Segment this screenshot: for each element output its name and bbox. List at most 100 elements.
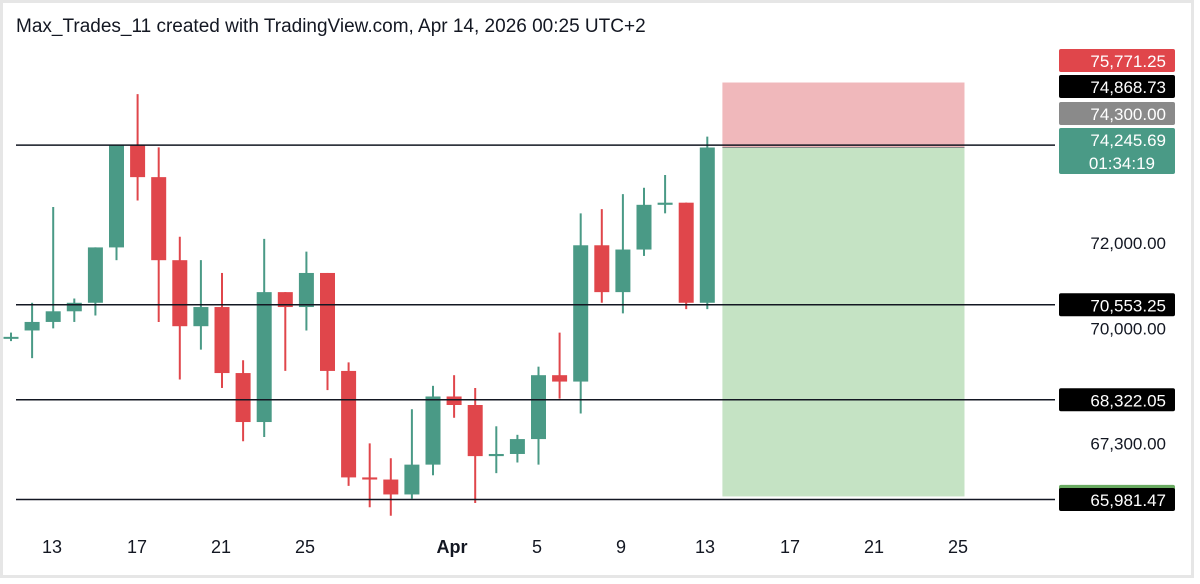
countdown-text: 01:34:19 [1089,154,1155,173]
candle [467,387,483,503]
candle [256,238,272,437]
x-tick-label: 17 [127,537,147,557]
price-label-text: 74,300.00 [1090,105,1166,124]
candle-body [341,370,357,478]
price-label: 68,322.05 [1059,388,1175,412]
position-zones [722,82,965,497]
price-label: 75,771.25 [1059,49,1175,72]
candle [151,147,167,322]
candle-body [383,479,399,495]
take-profit-zone [722,147,965,497]
candle-body [594,245,610,293]
candle [636,187,652,256]
price-label-box [1059,388,1175,412]
x-tick-label: Apr [437,537,468,557]
y-tick-label: 72,000.00 [1090,234,1166,253]
candle-body [66,302,82,312]
candle-body [24,321,40,331]
candle [594,209,610,303]
candle [298,251,314,331]
candle [488,426,504,474]
y-axis-tick-labels: 72,000.00 70,000.00 67,300.00 [1090,234,1166,453]
candle [172,236,188,380]
candle [214,272,230,388]
candle [699,136,715,310]
candles [3,94,715,516]
candle [66,298,82,322]
x-tick-label: 17 [780,537,800,557]
stop-loss-zone [722,82,965,148]
price-label-box [1059,75,1175,98]
price-label: 74,300.00 [1059,102,1175,125]
candle-body [467,405,483,457]
candle-body [298,272,314,308]
candle [109,145,124,261]
candle-body [130,145,146,178]
candle-body [214,307,230,374]
candle [657,175,673,214]
candle-body [172,260,188,327]
candle-body [277,292,293,308]
candle-body [193,307,209,327]
candle-body [320,272,335,371]
candle [552,332,568,399]
candle-body [446,396,462,405]
candle-body [678,202,694,303]
candle-body [573,245,589,382]
x-tick-label: 13 [42,537,62,557]
candle-body [3,336,19,339]
candle [573,213,589,414]
y-tick-label: 67,300.00 [1090,434,1166,453]
candle-body [235,373,251,423]
candle [235,360,251,442]
price-label-box [1059,49,1175,72]
x-tick-label: 25 [295,537,315,557]
price-label-box [1059,293,1175,317]
candle-body [699,147,715,303]
price-label: 74,245.69 01:34:19 [1059,128,1175,174]
candle-body [109,145,124,248]
price-label-text: 74,245.69 [1090,131,1166,150]
candle-body [509,439,525,454]
price-label-box [1059,128,1175,174]
candle-body [657,202,673,205]
x-tick-label: 21 [864,537,884,557]
price-label-box [1059,102,1175,125]
candle [341,362,357,486]
candle [678,202,694,310]
candle-body [531,375,546,440]
candle [509,434,525,463]
x-tick-label: 5 [532,537,542,557]
price-label: 74,868.73 [1059,75,1175,98]
candle-body [552,375,568,382]
candle [3,332,19,342]
candle [320,272,335,391]
candle-body [87,247,103,303]
price-label-text: 74,868.73 [1090,78,1166,97]
candle-body [256,292,272,423]
candle [446,375,462,418]
candle-body [488,453,504,457]
candle [404,409,420,499]
candle-body [636,204,652,250]
price-labels: 75,771.25 74,868.73 74,300.00 74,245.69 01:3… [1059,49,1175,511]
x-tick-label: 25 [948,537,968,557]
candle [615,194,631,314]
candle [362,443,378,508]
y-tick-label: 70,000.00 [1090,319,1166,338]
x-tick-label: 13 [695,537,715,557]
candle [277,292,293,371]
candle [130,94,146,201]
price-label: 65,981.47 [1059,487,1175,511]
candle-body [151,177,167,261]
x-tick-label: 9 [616,537,626,557]
price-label: 70,553.25 [1059,293,1175,317]
candle-body [45,311,61,322]
candle [425,385,441,476]
x-tick-label: 21 [211,537,231,557]
price-label-text: 75,771.25 [1090,52,1166,71]
candle-body [362,477,378,480]
candle-body [425,396,441,465]
candle [24,302,40,359]
